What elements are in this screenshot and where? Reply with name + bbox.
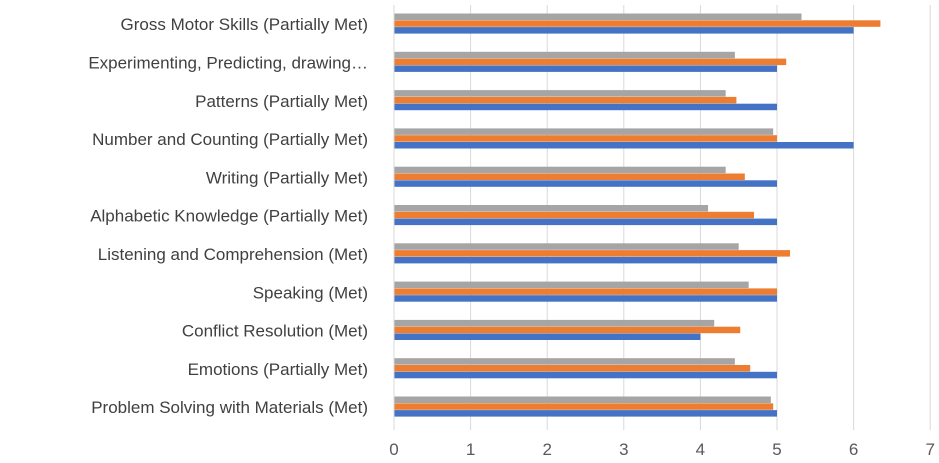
- category-label: Patterns (Partially Met): [195, 92, 368, 111]
- bar-series-2: [394, 211, 755, 219]
- bar-series-1: [394, 180, 777, 187]
- bar-series-3: [394, 243, 739, 250]
- bar-series-3: [394, 396, 771, 403]
- bar-series-3: [394, 358, 735, 365]
- bar-series-2: [394, 403, 774, 410]
- x-tick-label: 2: [542, 440, 551, 459]
- x-tick-label: 4: [696, 440, 705, 459]
- category-label: Emotions (Partially Met): [188, 360, 368, 379]
- bar-series-2: [394, 58, 787, 66]
- category-labels: Problem Solving with Materials (Met) Emot…: [88, 15, 368, 417]
- bar-series-2: [394, 96, 737, 104]
- bar-series-2: [394, 20, 881, 27]
- x-tick-label: 1: [466, 440, 475, 459]
- bar-series-1: [394, 333, 701, 340]
- category-label: Speaking (Met): [253, 283, 368, 302]
- category-label: Writing (Partially Met): [206, 168, 368, 187]
- bar-series-1: [394, 27, 854, 34]
- x-tick-label: 0: [389, 440, 398, 459]
- x-tick-label: 7: [925, 440, 934, 459]
- category-label: Conflict Resolution (Met): [182, 322, 368, 341]
- bar-series-3: [394, 319, 715, 327]
- bar-series-1: [394, 142, 854, 149]
- bar-series-1: [394, 103, 777, 111]
- category-label: Listening and Comprehension (Met): [98, 245, 368, 264]
- bar-series-2: [394, 135, 777, 142]
- category-label: Problem Solving with Materials (Met): [91, 398, 368, 417]
- bars: [394, 13, 881, 417]
- bar-series-3: [394, 281, 749, 289]
- bar-series-1: [394, 371, 777, 379]
- x-tick-label: 6: [849, 440, 858, 459]
- category-label: Gross Motor Skills (Partially Met): [121, 15, 368, 34]
- bar-series-2: [394, 365, 751, 372]
- bar-series-3: [394, 90, 726, 97]
- bar-series-1: [394, 295, 777, 302]
- x-tick-labels: 0 1 2 3 4 5 6 7: [389, 440, 935, 459]
- bar-series-1: [394, 410, 777, 417]
- bar-series-3: [394, 166, 726, 174]
- bar-series-2: [394, 288, 777, 295]
- bar-series-1: [394, 65, 777, 72]
- bar-series-2: [394, 326, 741, 334]
- bar-series-2: [394, 173, 745, 180]
- bar-series-3: [394, 128, 774, 135]
- category-label: Experimenting, Predicting, drawing…: [88, 53, 368, 72]
- x-tick-label: 5: [772, 440, 781, 459]
- x-tick-label: 3: [619, 440, 628, 459]
- bar-series-2: [394, 250, 791, 257]
- category-label: Number and Counting (Partially Met): [92, 130, 368, 149]
- bar-series-1: [394, 256, 777, 264]
- bar-series-3: [394, 13, 802, 20]
- bar-series-1: [394, 218, 777, 226]
- bar-series-3: [394, 51, 735, 59]
- category-label: Alphabetic Knowledge (Partially Met): [90, 207, 368, 226]
- bar-series-3: [394, 205, 709, 212]
